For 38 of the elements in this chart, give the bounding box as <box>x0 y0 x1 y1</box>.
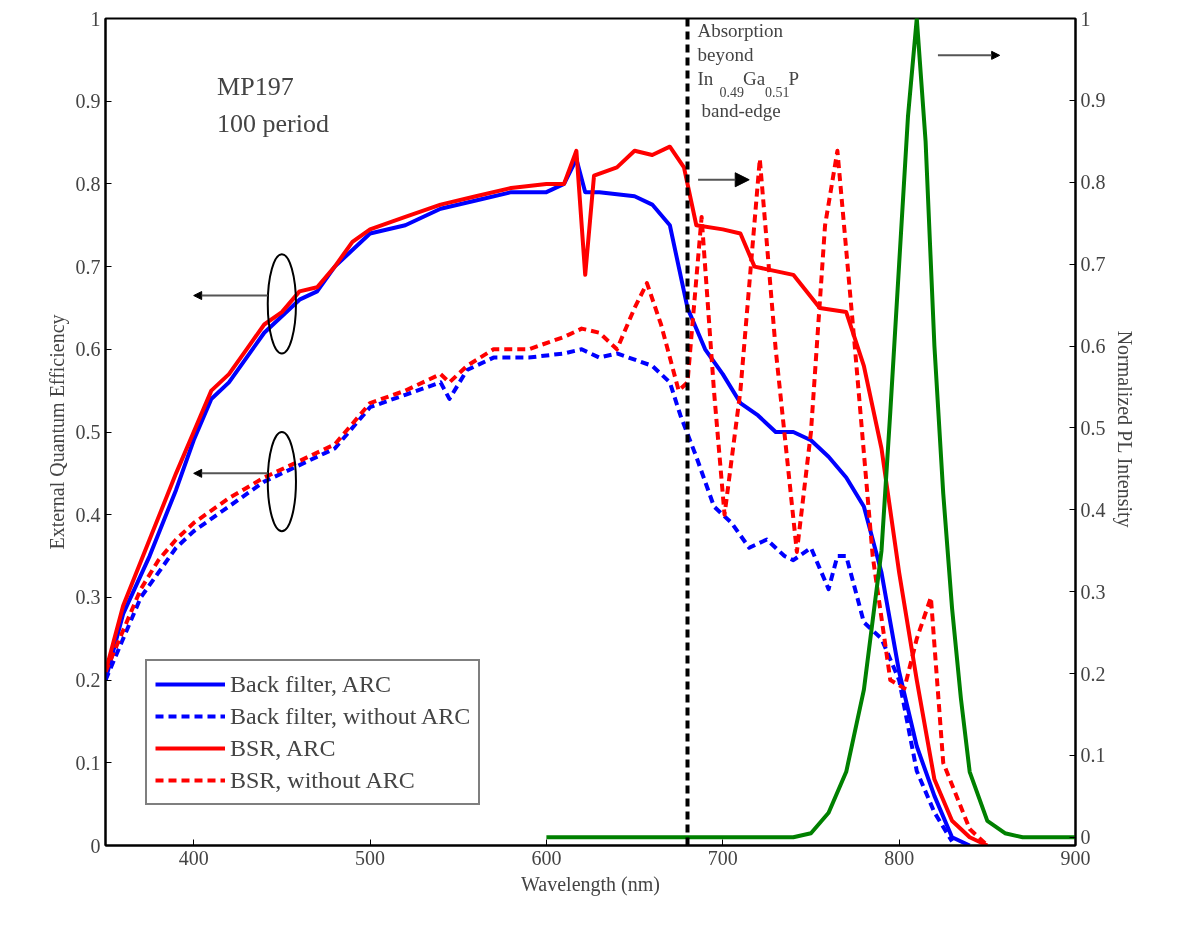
y-tick-label: 0.3 <box>75 586 101 609</box>
y2-tick-label: 0.7 <box>1080 253 1106 276</box>
y2-tick-label: 0.1 <box>1080 744 1106 767</box>
x-tick-label: 500 <box>355 846 386 869</box>
legend-label: Back filter, ARC <box>230 669 392 699</box>
y-tick-label: 0.8 <box>75 172 101 195</box>
y-tick-label: 0.5 <box>75 421 101 443</box>
x-tick-label: 800 <box>884 846 915 869</box>
legend-label: Back filter, without ARC <box>230 701 471 731</box>
legend-label: BSR, ARC <box>230 733 336 763</box>
legend-label: BSR, without ARC <box>230 765 415 795</box>
y2-tick-label: 0.8 <box>1080 171 1106 194</box>
y-tick-label: 0.2 <box>75 669 101 692</box>
annotation: 100 period <box>217 109 329 139</box>
y-tick-label: 0.4 <box>75 503 101 526</box>
y2-tick-label: 0.6 <box>1080 335 1106 358</box>
y-tick-label: 0.7 <box>75 255 101 278</box>
annotation: Absorption beyond In0.49Ga0.51P band-edge <box>697 19 800 121</box>
y2-tick-label: 0.3 <box>1080 580 1106 603</box>
x-tick-label: 600 <box>531 846 562 869</box>
annotation: MP197 <box>217 72 294 102</box>
y2-tick-label: 0 <box>1080 826 1091 849</box>
y2-axis-title: Normalized PL Intensity <box>1112 330 1136 528</box>
y-tick-label: 0.1 <box>75 751 101 774</box>
y2-tick-label: 0.9 <box>1080 89 1106 112</box>
y-tick-label: 0 <box>90 834 101 857</box>
y-tick-label: 0.9 <box>75 90 101 113</box>
y-axis-title: External Quantum Efficiency <box>45 314 69 550</box>
x-tick-label: 700 <box>707 846 738 869</box>
y-tick-label: 1 <box>90 7 101 30</box>
x-axis-title: Wavelength (nm) <box>521 872 660 896</box>
y2-tick-label: 0.2 <box>1080 662 1106 685</box>
y2-tick-label: 0.4 <box>1080 498 1106 521</box>
x-tick-label: 400 <box>178 846 209 869</box>
y-tick-label: 0.6 <box>75 338 101 361</box>
x-tick-label: 900 <box>1060 846 1091 869</box>
y2-tick-label: 0.5 <box>1080 416 1106 439</box>
y2-tick-label: 1 <box>1080 7 1091 30</box>
